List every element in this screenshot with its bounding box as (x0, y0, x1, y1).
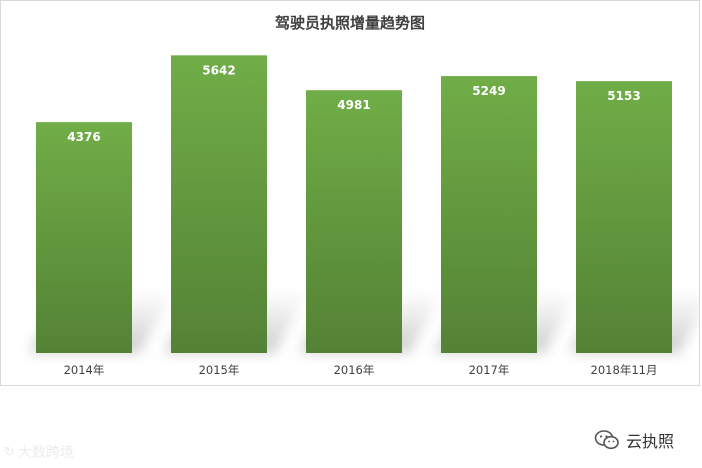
x-tick-label: 2014年 (64, 363, 105, 377)
watermark-left-text: 大数跨境 (17, 445, 74, 461)
watermark-right-text: 云执照 (626, 432, 675, 451)
bar (171, 55, 267, 353)
value-labels-group: 4376 5642 4981 5249 5153 (67, 63, 640, 144)
x-tick-label: 2016年 (334, 363, 375, 377)
x-tick-labels-group: 2014年 2015年 2016年 2017年 2018年11月 (64, 363, 658, 377)
bar-value-label: 5642 (202, 63, 235, 77)
bar-value-label: 5153 (607, 89, 640, 103)
bar (36, 122, 132, 354)
bar (576, 81, 672, 353)
bar-value-label: 4981 (337, 98, 370, 112)
brand-logo-icon: ↻ (4, 444, 15, 460)
bar-value-label: 4376 (67, 130, 100, 144)
bar (306, 90, 402, 353)
x-tick-label: 2015年 (199, 363, 240, 377)
x-tick-label: 2017年 (469, 363, 510, 377)
bar-value-label: 5249 (472, 84, 505, 98)
chart-frame: 驾驶员执照增量趋势图 4376 5642 4981 5249 5153 2014年 201… (0, 0, 700, 386)
bars-group (36, 55, 672, 354)
wechat-icon (594, 430, 619, 450)
x-tick-label: 2018年11月 (591, 363, 658, 377)
bar (441, 76, 537, 353)
chart-title: 驾驶员执照增量趋势图 (275, 14, 425, 32)
watermark-left: ↻ 大数跨境 (4, 442, 74, 462)
watermark-right: 云执照 (594, 428, 674, 452)
